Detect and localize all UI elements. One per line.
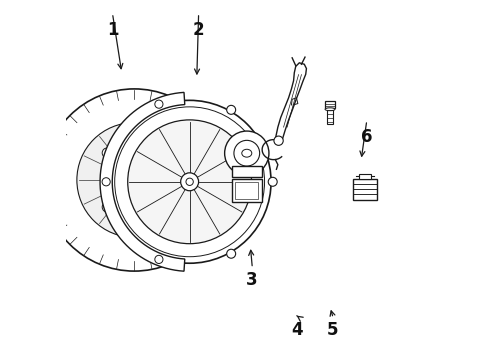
Circle shape xyxy=(227,249,236,258)
Text: 4: 4 xyxy=(291,321,303,339)
Circle shape xyxy=(128,120,251,244)
Text: 2: 2 xyxy=(193,21,204,39)
Bar xyxy=(359,174,371,179)
Circle shape xyxy=(274,136,283,145)
Circle shape xyxy=(102,148,112,158)
Bar xyxy=(325,102,335,108)
Bar xyxy=(105,189,116,198)
Circle shape xyxy=(102,178,110,186)
Circle shape xyxy=(128,174,141,186)
Circle shape xyxy=(224,131,269,175)
Bar xyxy=(353,179,377,200)
Circle shape xyxy=(108,100,271,263)
Circle shape xyxy=(156,148,166,158)
Text: 5: 5 xyxy=(327,321,338,339)
Bar xyxy=(128,148,140,157)
Text: 6: 6 xyxy=(361,128,372,146)
Circle shape xyxy=(144,249,152,258)
Circle shape xyxy=(268,177,277,186)
Polygon shape xyxy=(100,93,185,271)
Circle shape xyxy=(114,160,154,200)
Text: 1: 1 xyxy=(107,21,119,39)
Circle shape xyxy=(144,105,152,114)
Bar xyxy=(152,189,164,198)
Circle shape xyxy=(155,255,163,264)
Circle shape xyxy=(43,89,225,271)
Ellipse shape xyxy=(325,108,335,111)
Circle shape xyxy=(156,202,166,212)
Bar xyxy=(232,179,262,202)
Circle shape xyxy=(102,177,111,186)
Ellipse shape xyxy=(242,149,252,157)
Circle shape xyxy=(77,123,192,237)
Circle shape xyxy=(102,202,112,212)
Circle shape xyxy=(186,178,193,185)
Text: 3: 3 xyxy=(246,271,258,289)
Circle shape xyxy=(227,105,236,114)
Polygon shape xyxy=(275,63,306,144)
Circle shape xyxy=(181,173,198,191)
Circle shape xyxy=(155,100,163,108)
Bar xyxy=(232,166,262,177)
Bar xyxy=(235,182,258,199)
Bar xyxy=(327,108,333,123)
